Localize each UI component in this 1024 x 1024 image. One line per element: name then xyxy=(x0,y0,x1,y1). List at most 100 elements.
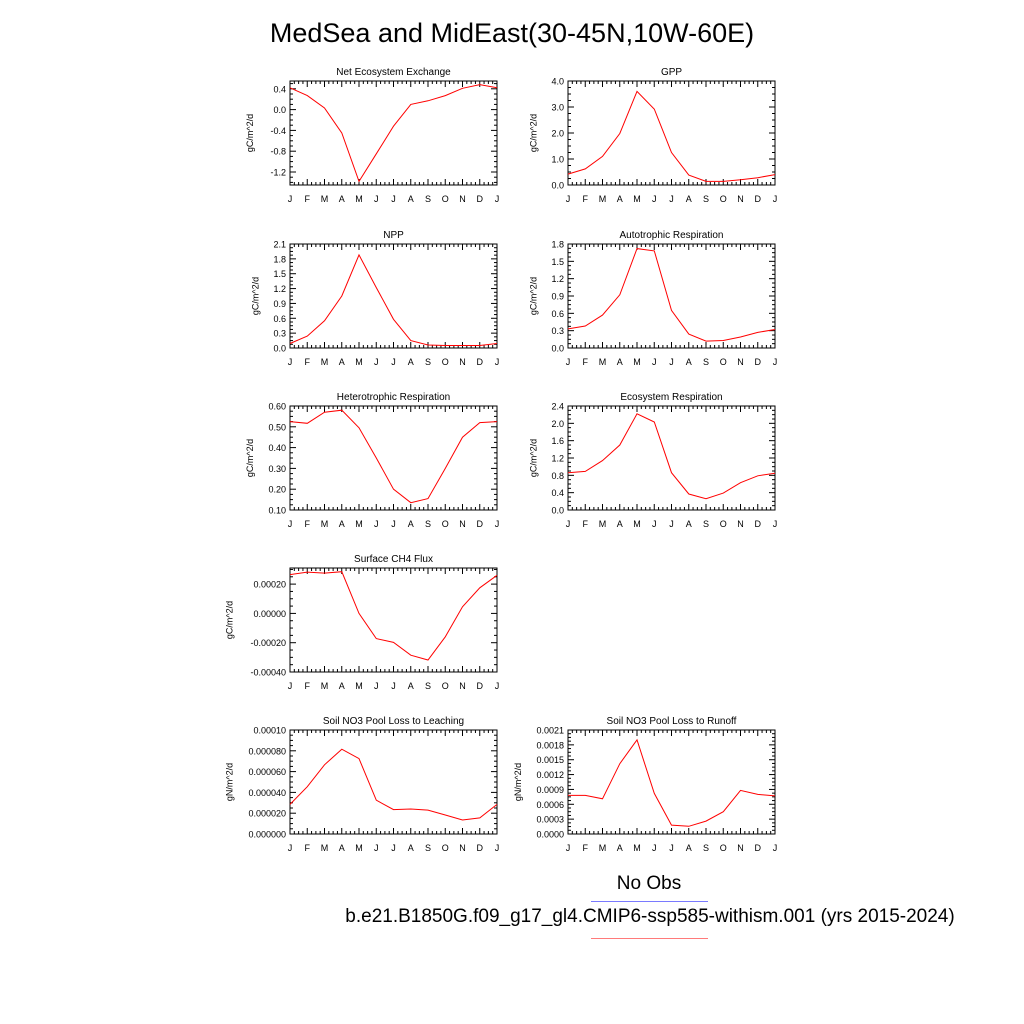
x-tick-label: F xyxy=(583,843,589,853)
x-tick-label: J xyxy=(288,194,293,204)
x-tick-label: S xyxy=(425,194,431,204)
x-tick-label: A xyxy=(408,357,414,367)
x-tick-label: M xyxy=(633,194,641,204)
plot-frame xyxy=(567,405,776,511)
y-tick-label: 0.9 xyxy=(551,292,564,302)
plot-frame xyxy=(567,729,776,835)
y-tick-label: 0.0012 xyxy=(536,770,564,780)
series-line xyxy=(567,90,776,182)
x-tick-label: F xyxy=(583,194,589,204)
x-tick-label: O xyxy=(442,194,449,204)
x-tick-label: J xyxy=(652,194,657,204)
y-axis-label: gC/m^2/d xyxy=(528,439,538,477)
x-tick-label: M xyxy=(321,357,329,367)
chart-title: Soil NO3 Pool Loss to Leaching xyxy=(323,716,464,727)
y-tick-label: 4.0 xyxy=(551,77,564,87)
chart-title: Heterotrophic Respiration xyxy=(337,392,450,403)
x-tick-label: J xyxy=(566,519,571,529)
x-tick-label: A xyxy=(686,357,692,367)
y-tick-label: 0.3 xyxy=(273,329,286,339)
chart-title: Net Ecosystem Exchange xyxy=(336,67,451,78)
y-tick-label: 2.1 xyxy=(273,240,286,250)
x-tick-label: M xyxy=(633,519,641,529)
x-tick-label: M xyxy=(321,519,329,529)
x-tick-label: M xyxy=(355,519,363,529)
x-tick-label: D xyxy=(755,194,762,204)
y-tick-label: 0.0006 xyxy=(536,800,564,810)
series-line xyxy=(568,738,776,827)
y-tick-label: 2.0 xyxy=(551,419,564,429)
x-tick-label: J xyxy=(773,843,778,853)
y-tick-label: 0.00010 xyxy=(253,726,286,736)
y-tick-label: -1.2 xyxy=(270,168,286,178)
x-tick-label: J xyxy=(288,843,293,853)
x-tick-label: A xyxy=(408,519,414,529)
x-tick-label: J xyxy=(773,519,778,529)
legend-obs-label: No Obs xyxy=(616,873,682,894)
x-tick-label: O xyxy=(442,357,449,367)
x-tick-label: M xyxy=(321,681,329,691)
x-tick-label: J xyxy=(374,194,379,204)
y-tick-label: 0.0018 xyxy=(536,740,564,750)
x-tick-label: S xyxy=(425,519,431,529)
x-tick-label: J xyxy=(374,519,379,529)
x-tick-label: F xyxy=(305,843,311,853)
x-tick-label: J xyxy=(495,194,500,204)
x-tick-label: M xyxy=(599,194,607,204)
x-tick-label: J xyxy=(374,357,379,367)
x-tick-label: A xyxy=(339,681,345,691)
x-tick-label: A xyxy=(617,357,623,367)
x-tick-label: J xyxy=(566,357,571,367)
x-tick-label: N xyxy=(737,843,744,853)
y-tick-label: 0.00000 xyxy=(253,609,286,619)
y-tick-label: 3.0 xyxy=(551,103,564,113)
y-axis-label: gC/m^2/d xyxy=(528,114,538,152)
y-tick-label: 0.0 xyxy=(273,344,286,354)
y-tick-label: 0.50 xyxy=(268,422,286,432)
y-axis-label: gC/m^2/d xyxy=(245,439,255,477)
series-line xyxy=(289,84,498,183)
plot-frame xyxy=(289,405,498,511)
chart-title: NPP xyxy=(383,230,404,241)
y-tick-label: 0.20 xyxy=(268,485,286,495)
x-tick-label: J xyxy=(391,681,396,691)
series-line xyxy=(289,748,498,821)
y-tick-label: 0.40 xyxy=(268,443,286,453)
chart-title: Surface CH4 Flux xyxy=(354,554,433,565)
y-tick-label: 0.000020 xyxy=(248,809,286,819)
y-tick-label: 1.2 xyxy=(551,274,564,284)
x-tick-label: J xyxy=(652,843,657,853)
chart-title: Autotrophic Respiration xyxy=(620,230,724,241)
y-tick-label: -0.4 xyxy=(270,126,286,136)
x-tick-label: A xyxy=(408,194,414,204)
x-tick-label: M xyxy=(355,194,363,204)
x-tick-label: S xyxy=(703,519,709,529)
x-tick-label: A xyxy=(339,194,345,204)
x-tick-label: F xyxy=(583,357,589,367)
x-tick-label: O xyxy=(442,681,449,691)
x-tick-label: M xyxy=(633,843,641,853)
y-axis-label: gN/m^2/d xyxy=(224,763,234,801)
x-tick-label: N xyxy=(459,519,466,529)
x-tick-label: J xyxy=(773,357,778,367)
x-tick-label: A xyxy=(686,519,692,529)
y-tick-label: 1.8 xyxy=(551,240,564,250)
plot-frame xyxy=(289,243,498,349)
y-tick-label: 0.60 xyxy=(268,402,286,412)
x-tick-label: J xyxy=(495,681,500,691)
x-tick-label: J xyxy=(566,194,571,204)
plot-frame xyxy=(567,80,776,186)
y-tick-label: 0.0015 xyxy=(536,755,564,765)
plot-frame xyxy=(289,567,498,673)
x-tick-label: A xyxy=(408,843,414,853)
x-tick-label: N xyxy=(459,357,466,367)
x-tick-label: F xyxy=(583,519,589,529)
y-tick-label: -0.8 xyxy=(270,147,286,157)
legend-model-line xyxy=(591,938,708,939)
y-tick-label: 0.4 xyxy=(273,84,286,94)
x-tick-label: A xyxy=(408,681,414,691)
x-tick-label: O xyxy=(720,843,727,853)
